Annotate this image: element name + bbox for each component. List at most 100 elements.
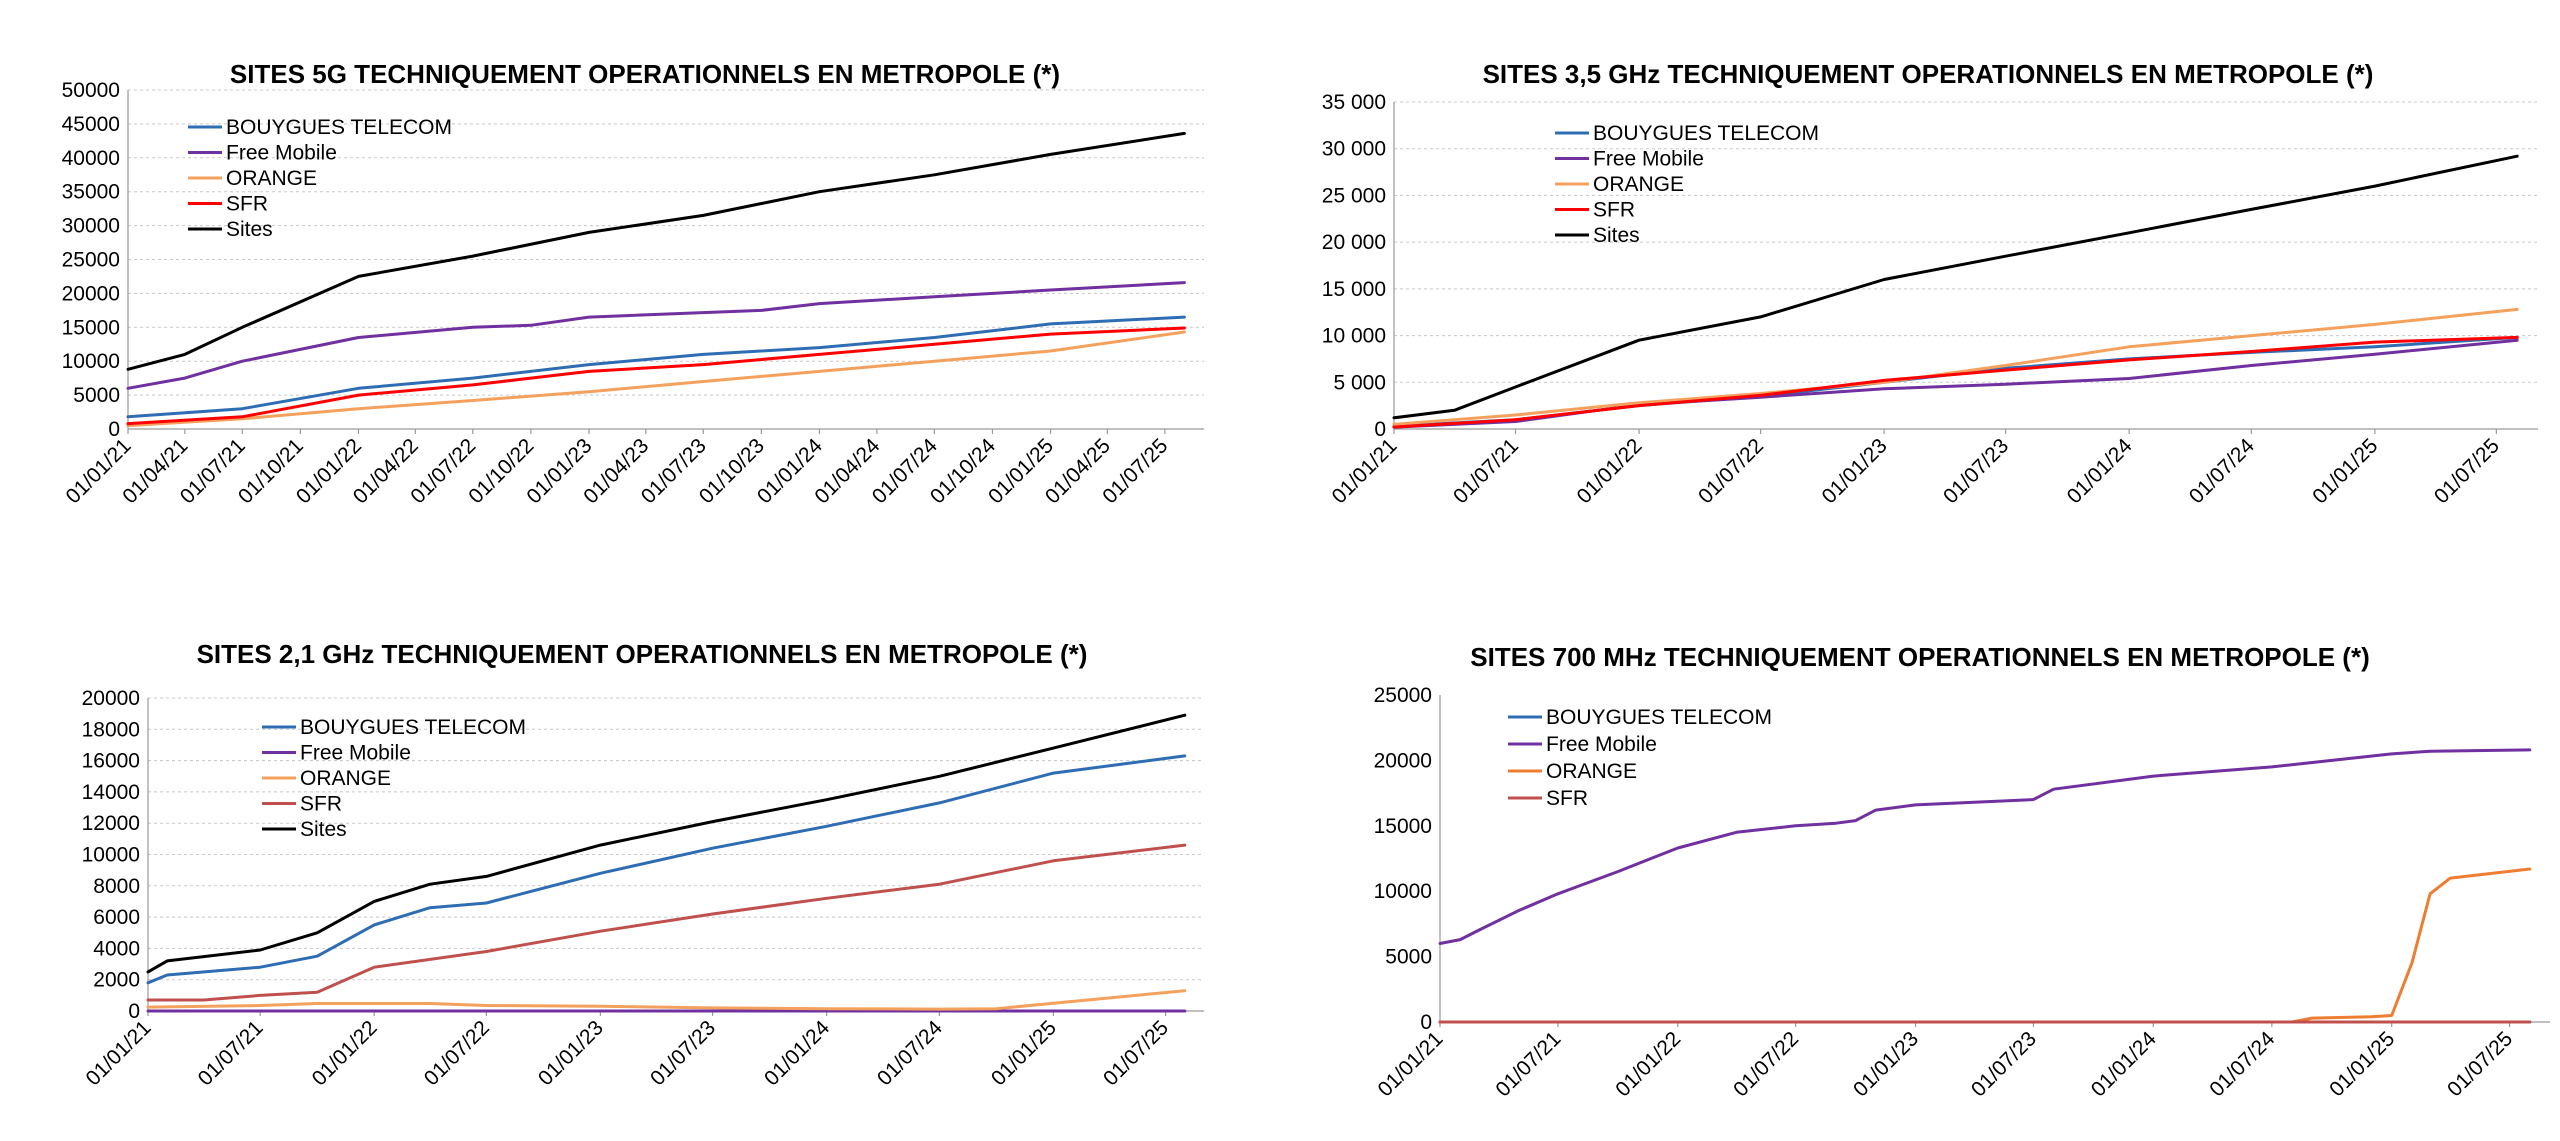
- chart-3-5ghz-legend-label-free-mobile: Free Mobile: [1593, 148, 1704, 171]
- chart-700mhz-x-tick-label: 01/07/21: [1491, 1027, 1565, 1101]
- chart-2-1ghz-y-tick-label: 14000: [82, 781, 140, 804]
- chart-3-5ghz-x-tick-label: 01/07/22: [1694, 434, 1768, 508]
- chart-2-1ghz-series-orange: [146, 989, 1187, 1011]
- chart-3-5ghz-y-tick-label: 5 000: [1333, 371, 1386, 394]
- chart-5g-y-tick-label: 0: [108, 418, 120, 441]
- chart-3-5ghz-y-tick-label: 20 000: [1322, 231, 1386, 254]
- chart-5g-legend-label-sites: Sites: [226, 218, 273, 241]
- chart-5g-y-tick-label: 10000: [62, 350, 120, 373]
- chart-3-5ghz: SITES 3,5 GHz TECHNIQUEMENT OPERATIONNEL…: [1280, 0, 2560, 570]
- chart-5g-series-sfr: [126, 326, 1186, 426]
- chart-5g: SITES 5G TECHNIQUEMENT OPERATIONNELS EN …: [0, 0, 1280, 570]
- chart-700mhz: SITES 700 MHz TECHNIQUEMENT OPERATIONNEL…: [1280, 570, 2560, 1141]
- chart-3-5ghz-y-tick-label: 15 000: [1322, 278, 1386, 301]
- chart-700mhz-series-orange: [1438, 867, 2532, 1024]
- chart-2-1ghz-x-tick-label: 01/01/22: [308, 1016, 382, 1090]
- chart-2-1ghz-x-tick-label: 01/07/24: [873, 1016, 947, 1090]
- chart-700mhz-y-tick-label: 25000: [1374, 684, 1432, 707]
- chart-5g-series-bouygues-telecom: [126, 315, 1186, 419]
- chart-3-5ghz-x-tick-label: 01/07/24: [2185, 434, 2259, 508]
- chart-5g-legend-label-orange: ORANGE: [226, 167, 317, 190]
- chart-2-1ghz-x-tick-label: 01/01/21: [81, 1016, 155, 1090]
- chart-700mhz-x-tick-label: 01/01/23: [1849, 1027, 1923, 1101]
- chart-3-5ghz-series-orange: [1392, 307, 2519, 426]
- chart-2-1ghz-y-tick-label: 2000: [93, 969, 140, 992]
- chart-700mhz-y-tick-label: 10000: [1374, 880, 1432, 903]
- chart-700mhz-svg: SITES 700 MHz TECHNIQUEMENT OPERATIONNEL…: [1373, 642, 2550, 1101]
- chart-2-1ghz-legend-label-bouygues-telecom: BOUYGUES TELECOM: [300, 716, 526, 739]
- chart-2-1ghz-x-tick-label: 01/01/24: [760, 1016, 834, 1090]
- chart-700mhz-x-tick-label: 01/01/21: [1373, 1027, 1447, 1101]
- chart-3-5ghz-y-tick-label: 10 000: [1322, 325, 1386, 348]
- chart-5g-y-tick-label: 50000: [62, 79, 120, 102]
- chart-5g-series-orange: [126, 330, 1186, 428]
- chart-700mhz-x-tick-label: 01/07/24: [2205, 1027, 2279, 1101]
- chart-5g-y-tick-label: 45000: [62, 113, 120, 136]
- chart-3-5ghz-y-tick-label: 35 000: [1322, 91, 1386, 114]
- chart-700mhz-x-tick-label: 01/07/25: [2443, 1027, 2517, 1101]
- chart-5g-title: SITES 5G TECHNIQUEMENT OPERATIONNELS EN …: [230, 59, 1060, 89]
- chart-700mhz-y-tick-label: 20000: [1374, 749, 1432, 772]
- chart-3-5ghz-legend-label-bouygues-telecom: BOUYGUES TELECOM: [1593, 122, 1819, 145]
- chart-2-1ghz-y-tick-label: 6000: [93, 906, 140, 929]
- chart-3-5ghz-x-tick-label: 01/01/21: [1327, 434, 1401, 508]
- chart-2-1ghz-x-tick-label: 01/07/21: [194, 1016, 268, 1090]
- chart-5g-y-tick-label: 15000: [62, 316, 120, 339]
- chart-2-1ghz-series-sfr: [146, 843, 1187, 1002]
- chart-2-1ghz-y-tick-label: 18000: [82, 718, 140, 741]
- chart-700mhz-series-free-mobile: [1438, 748, 2532, 945]
- chart-700mhz-title: SITES 700 MHz TECHNIQUEMENT OPERATIONNEL…: [1470, 642, 2370, 672]
- chart-700mhz-x-tick-label: 01/01/24: [2087, 1027, 2161, 1101]
- chart-3-5ghz-series-sites: [1392, 154, 2519, 420]
- chart-5g-y-tick-label: 35000: [62, 181, 120, 204]
- chart-3-5ghz-series-sfr: [1392, 335, 2519, 429]
- chart-700mhz-y-tick-label: 5000: [1385, 946, 1432, 969]
- chart-2-1ghz-y-tick-label: 16000: [82, 750, 140, 773]
- chart-700mhz-legend-label-bouygues-telecom: BOUYGUES TELECOM: [1546, 706, 1772, 729]
- chart-5g-svg: SITES 5G TECHNIQUEMENT OPERATIONNELS EN …: [61, 59, 1204, 508]
- chart-3-5ghz-legend-label-sfr: SFR: [1593, 199, 1635, 222]
- chart-3-5ghz-y-tick-label: 0: [1374, 418, 1386, 441]
- chart-5g-legend-label-bouygues-telecom: BOUYGUES TELECOM: [226, 116, 452, 139]
- chart-700mhz-y-tick-label: 0: [1420, 1011, 1432, 1034]
- chart-5g-legend-label-free-mobile: Free Mobile: [226, 142, 337, 165]
- chart-700mhz-legend-label-free-mobile: Free Mobile: [1546, 733, 1657, 756]
- chart-2-1ghz: SITES 2,1 GHz TECHNIQUEMENT OPERATIONNEL…: [0, 570, 1280, 1141]
- chart-700mhz-legend-label-orange: ORANGE: [1546, 760, 1637, 783]
- chart-700mhz-x-tick-label: 01/01/22: [1611, 1027, 1685, 1101]
- chart-3-5ghz-legend-label-orange: ORANGE: [1593, 173, 1684, 196]
- chart-3-5ghz-x-tick-label: 01/07/21: [1449, 434, 1523, 508]
- chart-3-5ghz-title: SITES 3,5 GHz TECHNIQUEMENT OPERATIONNEL…: [1483, 59, 2374, 89]
- chart-2-1ghz-y-tick-label: 0: [128, 1000, 140, 1023]
- chart-2-1ghz-y-tick-label: 8000: [93, 875, 140, 898]
- chart-3-5ghz-y-tick-label: 30 000: [1322, 138, 1386, 161]
- chart-2-1ghz-series-sites: [146, 713, 1187, 974]
- chart-3-5ghz-svg: SITES 3,5 GHz TECHNIQUEMENT OPERATIONNEL…: [1322, 59, 2538, 508]
- chart-3-5ghz-y-tick-label: 25 000: [1322, 184, 1386, 207]
- chart-2-1ghz-legend-label-sfr: SFR: [300, 793, 342, 816]
- chart-700mhz-x-tick-label: 01/07/22: [1729, 1027, 1803, 1101]
- chart-3-5ghz-x-tick-label: 01/07/25: [2430, 434, 2504, 508]
- chart-2-1ghz-y-tick-label: 20000: [82, 687, 140, 710]
- chart-2-1ghz-legend-label-sites: Sites: [300, 818, 347, 841]
- chart-3-5ghz-x-tick-label: 01/01/24: [2063, 434, 2137, 508]
- chart-2-1ghz-y-tick-label: 12000: [82, 812, 140, 835]
- chart-700mhz-x-tick-label: 01/07/23: [1967, 1027, 2041, 1101]
- chart-700mhz-legend-label-sfr: SFR: [1546, 787, 1588, 810]
- chart-5g-legend-label-sfr: SFR: [226, 193, 268, 216]
- chart-2-1ghz-title: SITES 2,1 GHz TECHNIQUEMENT OPERATIONNEL…: [197, 639, 1088, 669]
- chart-2-1ghz-x-tick-label: 01/07/22: [420, 1016, 494, 1090]
- chart-5g-y-tick-label: 40000: [62, 147, 120, 170]
- chart-3-5ghz-x-tick-label: 01/01/25: [2308, 434, 2382, 508]
- chart-2-1ghz-y-tick-label: 10000: [82, 844, 140, 867]
- chart-3-5ghz-x-tick-label: 01/01/23: [1818, 434, 1892, 508]
- chart-2-1ghz-series-bouygues-telecom: [146, 754, 1187, 985]
- chart-3-5ghz-x-tick-label: 01/01/22: [1573, 434, 1647, 508]
- chart-3-5ghz-x-tick-label: 01/07/23: [1939, 434, 2013, 508]
- chart-2-1ghz-x-tick-label: 01/01/25: [987, 1016, 1061, 1090]
- chart-5g-series-sites: [126, 131, 1186, 371]
- chart-5g-y-tick-label: 25000: [62, 249, 120, 272]
- chart-2-1ghz-x-tick-label: 01/01/23: [534, 1016, 608, 1090]
- chart-700mhz-y-tick-label: 15000: [1374, 815, 1432, 838]
- chart-2-1ghz-legend-label-free-mobile: Free Mobile: [300, 742, 411, 765]
